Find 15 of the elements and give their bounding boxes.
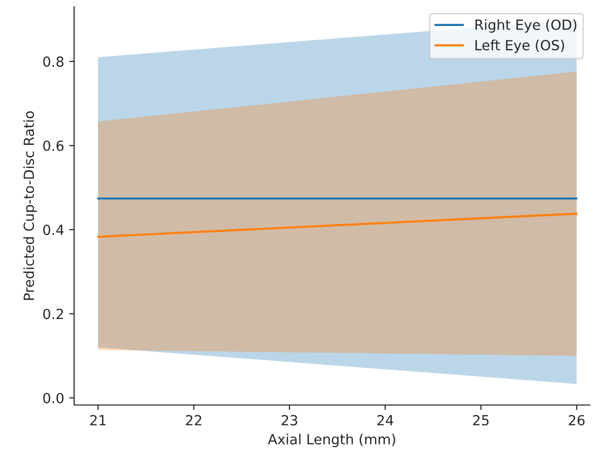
- x-tick-label: 22: [186, 414, 202, 426]
- y-axis-title: Predicted Cup-to-Disc Ratio: [23, 111, 37, 300]
- y-tick-label: 0.2: [43, 308, 64, 320]
- y-tick-label: 0.6: [43, 140, 64, 151]
- y-tick-label: 0.8: [43, 56, 64, 67]
- legend-label: Right Eye (OD): [475, 19, 576, 33]
- y-tick-label: 0.0: [43, 392, 64, 404]
- y-tick-label: 0.4: [43, 224, 64, 236]
- legend-label: Left Eye (OS): [475, 40, 564, 54]
- x-tick-label: 23: [282, 414, 298, 426]
- x-axis-title: Axial Length (mm): [268, 434, 396, 448]
- x-tick-label: 25: [473, 414, 489, 426]
- x-tick-label: 26: [568, 414, 585, 426]
- x-tick-label: 24: [377, 414, 394, 426]
- x-tick-label: 21: [90, 414, 106, 426]
